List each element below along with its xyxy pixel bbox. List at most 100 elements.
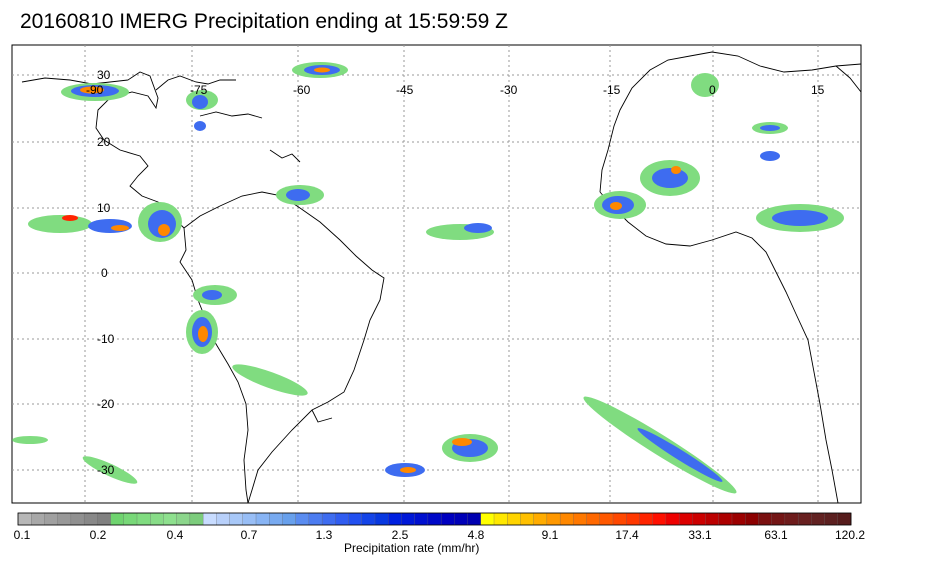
- colorbar-swatch: [586, 512, 601, 526]
- colorbar-swatch: [202, 512, 217, 526]
- colorbar-tick: 33.1: [688, 528, 712, 542]
- colorbar-tick: 0.1: [13, 528, 31, 542]
- colorbar-tick: 63.1: [764, 528, 788, 542]
- colorbar-swatch: [57, 512, 72, 526]
- colorbar-swatch: [255, 512, 270, 526]
- colorbar-swatch: [308, 512, 323, 526]
- colorbar-swatch: [163, 512, 178, 526]
- colorbar-swatch: [599, 512, 614, 526]
- colorbar-swatch: [837, 512, 852, 526]
- colorbar-swatch: [361, 512, 376, 526]
- colorbar-swatch: [784, 512, 799, 526]
- colorbar-frame: [17, 512, 852, 526]
- colorbar-swatch: [136, 512, 151, 526]
- colorbar-swatch: [176, 512, 191, 526]
- colorbar-tick: 2.5: [391, 528, 409, 542]
- colorbar-swatch: [83, 512, 98, 526]
- colorbar-swatch: [665, 512, 680, 526]
- colorbar-swatch: [612, 512, 627, 526]
- colorbar-swatch: [718, 512, 733, 526]
- colorbar-swatch: [480, 512, 495, 526]
- colorbar-swatch: [321, 512, 336, 526]
- colorbar-swatch: [493, 512, 508, 526]
- lon-label-minus75: -75: [190, 83, 208, 97]
- lon-label-0: 0: [709, 83, 716, 97]
- precipitation-field: [12, 62, 844, 494]
- colorbar-swatch: [97, 512, 112, 526]
- colorbar-swatch: [507, 512, 521, 526]
- colorbar-swatch: [44, 512, 59, 526]
- lon-label-minus30: -30: [500, 83, 518, 97]
- colorbar-swatch: [440, 512, 455, 526]
- colorbar-swatch: [388, 512, 402, 526]
- colorbar-swatch: [705, 512, 720, 526]
- colorbar-swatch: [70, 512, 85, 526]
- colorbar-swatch: [348, 512, 363, 526]
- colorbar-swatch: [282, 512, 297, 526]
- colorbar-swatch: [454, 512, 468, 526]
- colorbar-tick: 0.4: [166, 528, 184, 542]
- colorbar-swatch: [414, 512, 429, 526]
- coastlines: [21, 51, 862, 504]
- colorbar-tick-labels: 0.1 0.2 0.4 0.7 1.3 2.5 4.8 9.1 17.4 33.…: [0, 528, 944, 548]
- colorbar-swatch: [31, 512, 45, 526]
- colorbar-tick: 0.7: [240, 528, 258, 542]
- colorbar-swatch: [335, 512, 349, 526]
- colorbar-swatch: [189, 512, 204, 526]
- colorbar-swatch: [229, 512, 244, 526]
- colorbar-swatch: [427, 512, 442, 526]
- map-frame: [11, 44, 862, 504]
- colorbar-swatch: [771, 512, 786, 526]
- colorbar-tick: 120.2: [834, 528, 866, 542]
- colorbar: [17, 512, 852, 526]
- colorbar-swatch: [269, 512, 283, 526]
- colorbar-tick: 9.1: [541, 528, 559, 542]
- longitude-labels: -90 -75 -60 -45 -30 -15 0 15: [86, 83, 825, 97]
- colorbar-swatch: [123, 512, 138, 526]
- lat-label-0: 0: [101, 266, 108, 280]
- colorbar-swatch: [745, 512, 759, 526]
- map-title: 20160810 IMERG Precipitation ending at 1…: [20, 10, 508, 33]
- colorbar-swatch: [626, 512, 640, 526]
- lat-label-minus30: -30: [97, 463, 115, 477]
- lat-label-20: 20: [97, 135, 111, 149]
- colorbar-tick: 4.8: [467, 528, 485, 542]
- colorbar-title: Precipitation rate (mm/hr): [344, 541, 480, 555]
- colorbar-swatch: [110, 512, 125, 526]
- lat-label-30: 30: [97, 68, 111, 82]
- colorbar-swatch: [295, 512, 310, 526]
- colorbar-swatch: [17, 512, 32, 526]
- colorbar-swatch: [652, 512, 667, 526]
- lon-label-15: 15: [811, 83, 825, 97]
- colorbar-swatch: [731, 512, 746, 526]
- colorbar-swatch: [520, 512, 535, 526]
- lat-label-minus10: -10: [97, 332, 115, 346]
- latitude-labels: 30 20 10 0 -10 -20 -30: [97, 68, 115, 477]
- colorbar-swatch: [797, 512, 812, 526]
- colorbar-swatch: [639, 512, 654, 526]
- colorbar-swatch: [559, 512, 574, 526]
- lon-label-minus45: -45: [396, 83, 414, 97]
- colorbar-swatch: [811, 512, 826, 526]
- colorbar-swatch: [401, 512, 416, 526]
- lon-label-minus90: -90: [86, 83, 104, 97]
- lon-label-minus15: -15: [603, 83, 621, 97]
- lon-label-minus60: -60: [293, 83, 311, 97]
- lat-label-10: 10: [97, 201, 111, 215]
- colorbar-swatch: [533, 512, 548, 526]
- colorbar-swatch: [242, 512, 257, 526]
- colorbar-swatch: [573, 512, 588, 526]
- colorbar-swatch: [692, 512, 707, 526]
- colorbar-swatch: [467, 512, 482, 526]
- lat-label-minus20: -20: [97, 397, 115, 411]
- colorbar-swatch: [374, 512, 389, 526]
- colorbar-swatch: [546, 512, 561, 526]
- colorbar-swatch: [824, 512, 839, 526]
- colorbar-swatch: [216, 512, 231, 526]
- colorbar-tick: 1.3: [315, 528, 333, 542]
- colorbar-tick: 17.4: [615, 528, 639, 542]
- colorbar-swatch: [758, 512, 773, 526]
- colorbar-tick: 0.2: [89, 528, 107, 542]
- colorbar-swatch: [678, 512, 693, 526]
